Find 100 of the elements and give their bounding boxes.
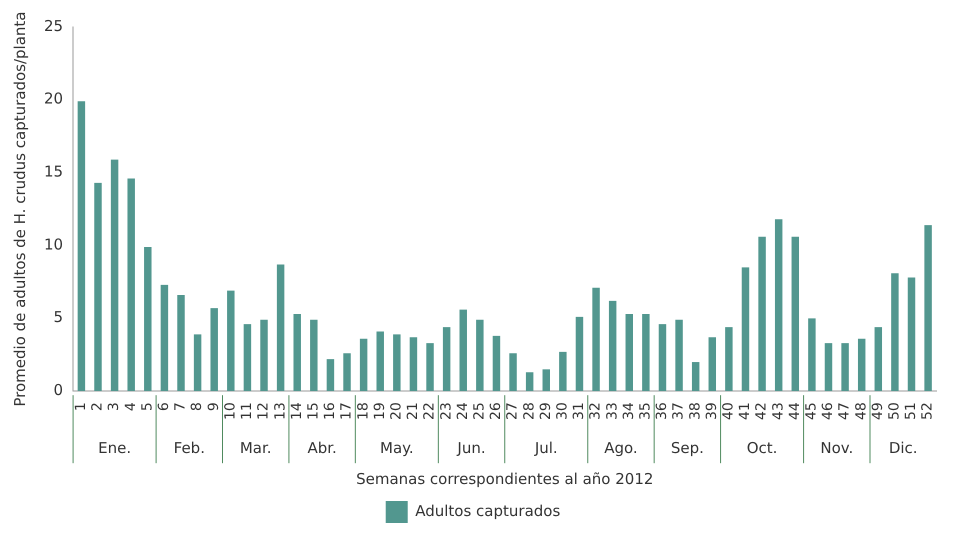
bar: [626, 314, 633, 392]
x-tick-label: 37: [670, 402, 687, 420]
x-tick-label: 52: [920, 402, 936, 420]
y-tick-label: 0: [54, 381, 64, 400]
x-tick-label: 8: [189, 402, 206, 412]
x-tick-label: 26: [488, 402, 504, 420]
x-tick-label: 22: [422, 402, 438, 420]
x-tick-label: 50: [886, 402, 903, 420]
bar: [592, 288, 600, 392]
bar: [476, 320, 484, 392]
bar: [708, 337, 716, 392]
x-tick-label: 19: [372, 402, 388, 420]
x-tick-label: 38: [687, 402, 704, 420]
x-tick-label: 32: [588, 402, 604, 420]
x-tick-label: 40: [720, 402, 737, 420]
bar: [326, 359, 334, 392]
bar: [742, 267, 750, 392]
bar: [194, 334, 202, 392]
bar: [244, 324, 252, 392]
x-tick-label: 1: [73, 402, 90, 412]
bar: [841, 343, 849, 392]
bar: [177, 295, 185, 392]
x-tick-label: 21: [405, 402, 422, 420]
bar: [410, 337, 418, 392]
x-tick-label: 39: [704, 402, 720, 420]
bar: [542, 369, 550, 392]
bar: [526, 372, 534, 392]
text: Dic.: [888, 439, 918, 458]
bar: [110, 160, 118, 392]
bar: [924, 225, 932, 392]
x-tick-label: 5: [139, 402, 156, 412]
x-tick-label: 25: [471, 402, 488, 420]
x-tick-label: 30: [554, 402, 570, 420]
text: Jun.: [456, 439, 486, 458]
x-tick-label: 34: [620, 402, 637, 420]
bar: [658, 324, 666, 392]
x-tick-label: 49: [870, 402, 886, 420]
x-tick-label: 3: [106, 402, 122, 412]
text: Mar.: [240, 439, 272, 458]
y-tick-label: 10: [44, 235, 64, 254]
y-tick-label: 5: [54, 308, 64, 326]
bar: [293, 314, 301, 392]
x-tick-label: 9: [206, 402, 222, 412]
bar: [442, 327, 450, 392]
x-tick-label: 13: [272, 402, 288, 420]
x-tick-label: 16: [322, 402, 338, 420]
x-tick-label: 12: [256, 402, 272, 420]
x-tick-label: 43: [770, 402, 786, 420]
bar: [874, 327, 882, 392]
bar: [393, 334, 401, 392]
bar: [824, 343, 832, 392]
bar: [343, 353, 351, 392]
y-axis-title: Promedio de adultos de H. crudus capturados/planta: [10, 12, 29, 407]
bar: [160, 284, 168, 392]
x-tick-label: 7: [172, 402, 189, 412]
x-tick-label: 33: [604, 402, 620, 420]
text: Ene.: [98, 439, 132, 458]
x-tick-label: 10: [222, 402, 238, 420]
bar: [792, 236, 800, 392]
x-tick-label: 18: [355, 402, 372, 420]
bar: [559, 352, 567, 392]
legend-label: Adultos capturados: [415, 502, 560, 520]
bar: [460, 310, 467, 392]
y-tick-label: 25: [44, 16, 64, 35]
bar: [858, 338, 866, 392]
x-tick-label: 6: [156, 402, 172, 412]
bar: [692, 362, 700, 392]
x-tick-label: 27: [504, 402, 521, 420]
x-tick-label: 14: [288, 402, 305, 420]
x-tick-label: 4: [122, 402, 139, 412]
x-tick-label: 51: [903, 402, 920, 420]
bar: [144, 246, 152, 392]
bar: [376, 331, 384, 392]
bar: [808, 318, 816, 392]
bar: [908, 278, 916, 392]
text: Oct.: [746, 439, 778, 458]
bar: [492, 336, 500, 392]
x-tick-label: 45: [804, 402, 820, 420]
x-tick-label: 48: [853, 402, 870, 420]
bar: [127, 178, 135, 392]
x-tick-label: 15: [305, 402, 322, 420]
bar: [758, 236, 766, 392]
x-axis-title: Semanas correspondientes al año 2012: [356, 470, 654, 488]
bar: [725, 327, 733, 392]
bar: [642, 314, 650, 392]
bar: [94, 182, 102, 392]
x-tick-label: 44: [786, 402, 803, 420]
bar: [774, 219, 782, 392]
x-tick-label: 42: [754, 402, 770, 420]
x-tick-label: 28: [521, 402, 538, 420]
text: Sep.: [670, 439, 704, 458]
bar: [509, 353, 517, 392]
y-tick-label: 15: [44, 162, 64, 181]
x-tick-label: 31: [571, 402, 588, 420]
bar: [608, 300, 616, 392]
x-tick-label: 47: [836, 402, 853, 420]
bar: [260, 320, 268, 392]
bar: [78, 101, 86, 392]
x-tick-label: 35: [638, 402, 654, 420]
text: Nov.: [820, 439, 854, 458]
